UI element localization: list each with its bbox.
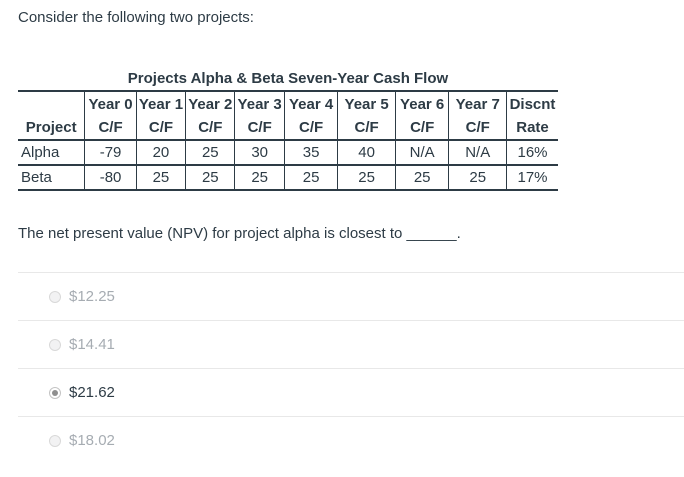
- radio-dot-icon: [52, 389, 58, 396]
- table-cell: Alpha: [18, 140, 85, 166]
- option-label: $14.41: [69, 336, 115, 353]
- question-text: The net present value (NPV) for project …: [18, 225, 461, 242]
- table-cell: N/A: [448, 140, 507, 166]
- option-label: $21.62: [69, 384, 115, 401]
- answer-option[interactable]: $21.62: [18, 368, 684, 416]
- cashflow-table: Project Year 0 C/F Year 1 C/F Year 2 C/F Ye…: [18, 90, 558, 191]
- table-cell: 35: [283, 140, 338, 166]
- table-cell: -80: [84, 165, 137, 191]
- column-header-year5: Year 5 C/F: [337, 90, 396, 141]
- table-cell: 17%: [506, 165, 558, 191]
- answer-option[interactable]: $18.02: [18, 416, 684, 464]
- table-cell: N/A: [394, 140, 449, 166]
- quiz-question-page: Consider the following two projects: Pro…: [18, 9, 684, 464]
- option-label: $12.25: [69, 288, 115, 305]
- column-header-year7: Year 7 C/F: [448, 90, 507, 141]
- table-row-alpha: Alpha -79 20 25 30 35 40 N/A N/A 16%: [18, 140, 558, 166]
- table-row-beta: Beta -80 25 25 25 25 25 25 25 17%: [18, 165, 558, 191]
- column-header-year6: Year 6 C/F: [394, 90, 449, 141]
- table-header-row: Project Year 0 C/F Year 1 C/F Year 2 C/F Ye…: [18, 90, 558, 141]
- radio-button-icon[interactable]: [49, 290, 61, 303]
- table-cell: 25: [234, 165, 285, 191]
- column-header-year3: Year 3 C/F: [234, 90, 285, 141]
- table-cell: 25: [135, 165, 186, 191]
- column-header-discount-rate: Discnt Rate: [506, 90, 558, 141]
- table-cell: 25: [448, 165, 507, 191]
- table-cell: 25: [394, 165, 449, 191]
- answer-options-list: $12.25 $14.41 $21.62 $18.02: [18, 272, 684, 464]
- radio-button-icon[interactable]: [49, 386, 61, 399]
- table-cell: 20: [135, 140, 186, 166]
- table-cell: 16%: [506, 140, 558, 166]
- table-cell: 25: [283, 165, 338, 191]
- column-header-year2: Year 2 C/F: [185, 90, 235, 141]
- table-cell: Beta: [18, 165, 85, 191]
- column-header-project: Project: [18, 90, 85, 141]
- answer-option[interactable]: $12.25: [18, 272, 684, 320]
- intro-text: Consider the following two projects:: [18, 9, 254, 26]
- table-cell: 25: [185, 165, 235, 191]
- table-cell: 25: [337, 165, 396, 191]
- cashflow-table-title: Projects Alpha & Beta Seven-Year Cash Fl…: [127, 70, 449, 87]
- table-cell: 40: [337, 140, 396, 166]
- radio-button-icon[interactable]: [49, 338, 61, 351]
- column-header-year4: Year 4 C/F: [283, 90, 338, 141]
- table-cell: -79: [84, 140, 137, 166]
- answer-option[interactable]: $14.41: [18, 320, 684, 368]
- column-header-year0: Year 0 C/F: [84, 90, 137, 141]
- option-label: $18.02: [69, 432, 115, 449]
- radio-button-icon[interactable]: [49, 434, 61, 447]
- table-cell: 25: [185, 140, 235, 166]
- table-cell: 30: [234, 140, 285, 166]
- column-header-year1: Year 1 C/F: [135, 90, 186, 141]
